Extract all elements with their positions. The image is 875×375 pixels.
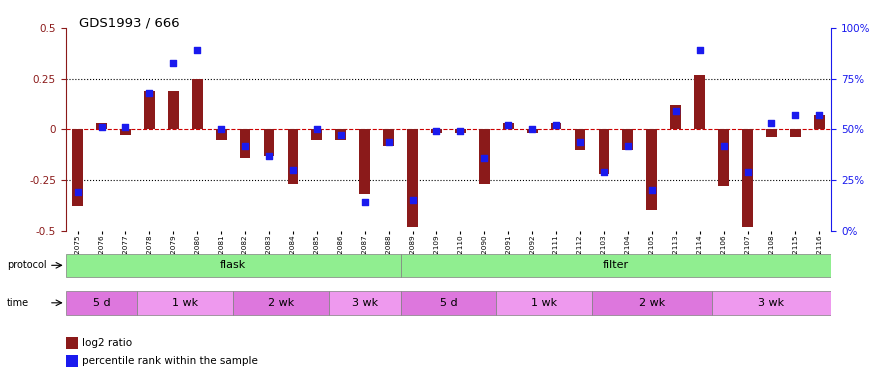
- Bar: [670, 105, 681, 129]
- Point: [94, 124, 108, 130]
- Bar: [120, 129, 131, 135]
- Bar: [503, 123, 514, 129]
- Point: [621, 142, 635, 148]
- Bar: [66, 291, 137, 315]
- Text: protocol: protocol: [7, 261, 46, 270]
- Text: 5 d: 5 d: [439, 298, 458, 308]
- Bar: [575, 129, 585, 150]
- Bar: [455, 129, 466, 134]
- Bar: [550, 123, 562, 129]
- Point: [214, 126, 228, 132]
- Text: 2 wk: 2 wk: [268, 298, 294, 308]
- Point: [286, 167, 300, 173]
- Bar: [814, 115, 824, 129]
- Bar: [401, 291, 496, 315]
- Point: [430, 128, 444, 134]
- Point: [453, 128, 467, 134]
- Bar: [233, 291, 329, 315]
- Point: [382, 138, 396, 144]
- Bar: [312, 129, 322, 140]
- Bar: [335, 129, 346, 140]
- Text: 1 wk: 1 wk: [531, 298, 557, 308]
- Bar: [766, 129, 777, 138]
- Point: [550, 122, 564, 128]
- Text: filter: filter: [603, 260, 629, 270]
- Bar: [288, 129, 298, 184]
- Point: [645, 187, 659, 193]
- Bar: [431, 129, 442, 134]
- Text: time: time: [7, 298, 29, 308]
- Bar: [694, 75, 705, 129]
- Bar: [598, 129, 609, 174]
- Point: [693, 47, 707, 53]
- Point: [310, 126, 324, 132]
- Text: 5 d: 5 d: [93, 298, 110, 308]
- Bar: [137, 291, 233, 315]
- Bar: [360, 129, 370, 194]
- Bar: [718, 129, 729, 186]
- Bar: [66, 337, 78, 349]
- Text: 1 wk: 1 wk: [172, 298, 199, 308]
- Point: [812, 112, 826, 118]
- Point: [143, 90, 157, 96]
- Point: [573, 138, 587, 144]
- Point: [262, 153, 276, 159]
- Bar: [144, 91, 155, 129]
- Bar: [73, 129, 83, 206]
- Text: GDS1993 / 666: GDS1993 / 666: [79, 17, 179, 30]
- Bar: [790, 129, 801, 138]
- Point: [597, 169, 611, 175]
- Bar: [401, 254, 831, 277]
- Point: [668, 108, 682, 114]
- Bar: [407, 129, 418, 226]
- Point: [717, 142, 731, 148]
- Bar: [329, 291, 401, 315]
- Bar: [742, 129, 752, 226]
- Point: [166, 60, 180, 66]
- Bar: [216, 129, 227, 140]
- Point: [788, 112, 802, 118]
- Text: log2 ratio: log2 ratio: [82, 338, 133, 348]
- Bar: [527, 129, 537, 134]
- Text: 3 wk: 3 wk: [759, 298, 785, 308]
- Point: [405, 197, 419, 203]
- Text: 2 wk: 2 wk: [639, 298, 665, 308]
- Text: 3 wk: 3 wk: [352, 298, 378, 308]
- Bar: [96, 123, 107, 129]
- Text: flask: flask: [220, 260, 246, 270]
- Point: [190, 47, 204, 53]
- Bar: [192, 79, 203, 129]
- Bar: [383, 129, 394, 146]
- Point: [765, 120, 779, 126]
- Bar: [479, 129, 490, 184]
- Bar: [263, 129, 275, 156]
- Bar: [496, 291, 592, 315]
- Bar: [66, 355, 78, 367]
- Bar: [622, 129, 634, 150]
- Point: [358, 199, 372, 205]
- Point: [71, 189, 85, 195]
- Point: [333, 132, 347, 138]
- Bar: [240, 129, 250, 158]
- Text: percentile rank within the sample: percentile rank within the sample: [82, 356, 258, 366]
- Point: [525, 126, 539, 132]
- Point: [238, 142, 252, 148]
- Point: [501, 122, 515, 128]
- Bar: [647, 129, 657, 210]
- Bar: [711, 291, 831, 315]
- Point: [740, 169, 754, 175]
- Bar: [66, 254, 401, 277]
- Bar: [592, 291, 711, 315]
- Point: [478, 155, 492, 161]
- Point: [118, 124, 132, 130]
- Bar: [168, 91, 178, 129]
